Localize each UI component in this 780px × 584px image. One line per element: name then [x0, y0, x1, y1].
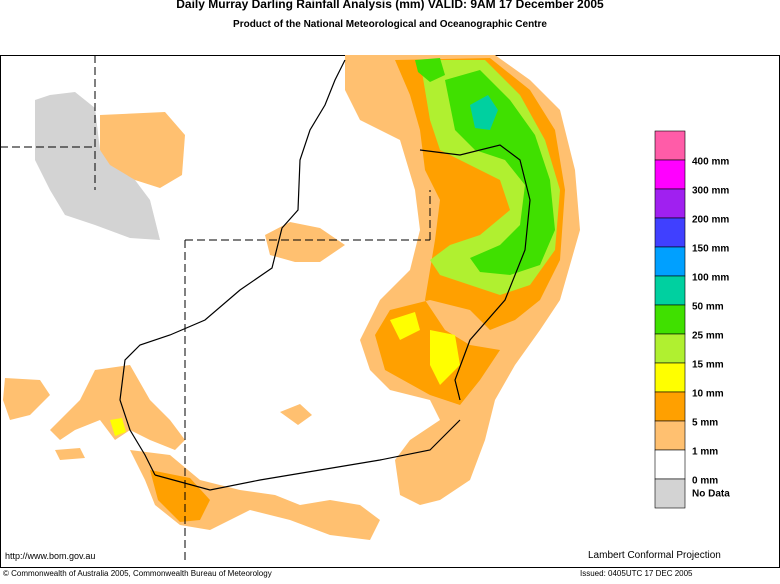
rain-area [55, 448, 85, 460]
rain-area [3, 378, 50, 420]
legend-swatch [654, 333, 686, 364]
rain-area [415, 58, 445, 82]
legend-swatch [654, 420, 686, 451]
legend-swatch [654, 391, 686, 422]
legend-label: 400 mm [692, 157, 729, 168]
legend-label: 300 mm [692, 186, 729, 197]
title: Daily Murray Darling Rainfall Analysis (… [176, 0, 604, 11]
rain-area [390, 312, 460, 385]
rain-area [470, 95, 498, 130]
legend-label: 0 mm [692, 476, 718, 487]
basin-border [119, 59, 346, 476]
rain-area [110, 418, 126, 436]
no-data-area [35, 92, 160, 240]
rain-area [265, 222, 345, 262]
boundaries [0, 55, 531, 560]
rain-area [50, 365, 185, 450]
legend: 400 mm 300 mm 200 mm 150 mm 100 mm 50 mm 25 mm… [654, 130, 730, 509]
copyright: © Commonwealth of Australia 2005, Common… [3, 569, 272, 578]
legend-swatch [654, 449, 686, 480]
legend-swatch [654, 304, 686, 335]
state-border [0, 55, 431, 560]
legend-swatch [654, 246, 686, 277]
basin-border [154, 419, 461, 491]
subtitle: Product of the National Meteorological a… [233, 19, 547, 30]
issued: Issued: 0405UTC 17 DEC 2005 [580, 569, 693, 578]
projection: Lambert Conformal Projection [588, 550, 721, 561]
rain-area [280, 404, 312, 425]
legend-swatch [654, 188, 686, 219]
legend-swatch [654, 159, 686, 190]
legend-label: 150 mm [692, 244, 729, 255]
rain-area [150, 470, 210, 522]
legend-label: 25 mm [692, 331, 724, 342]
legend-swatch [654, 478, 686, 509]
legend-swatch [654, 275, 686, 306]
legend-label: 5 mm [692, 418, 718, 429]
legend-swatch [654, 362, 686, 393]
legend-label: 50 mm [692, 302, 724, 313]
legend-swatch [654, 130, 686, 161]
rain-area [100, 112, 185, 188]
legend-swatch [654, 217, 686, 248]
legend-label: 10 mm [692, 389, 724, 400]
legend-label: 100 mm [692, 273, 729, 284]
legend-label: No Data [692, 489, 730, 500]
legend-label: 200 mm [692, 215, 729, 226]
legend-label: 15 mm [692, 360, 724, 371]
footer-url: http://www.bom.gov.au [5, 551, 95, 561]
legend-label: 1 mm [692, 447, 718, 458]
basin-border [419, 144, 531, 401]
